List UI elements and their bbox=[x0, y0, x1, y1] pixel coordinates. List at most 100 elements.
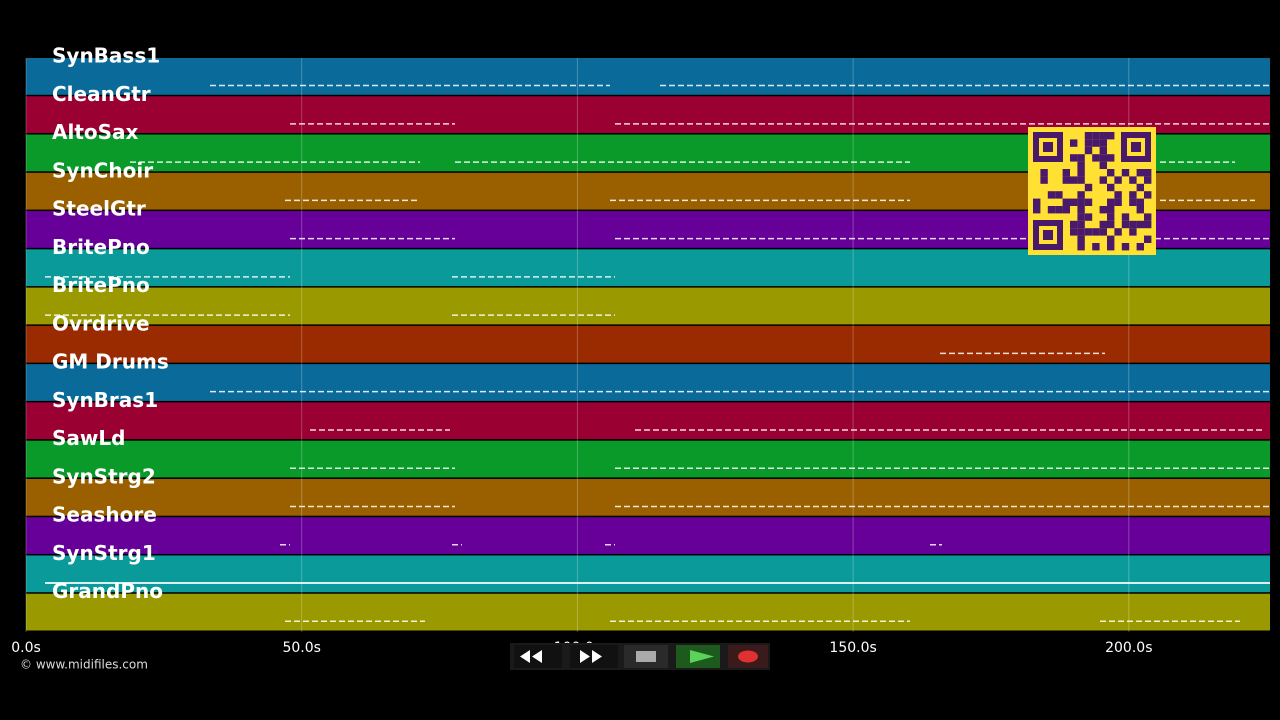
qr-module bbox=[1070, 139, 1078, 147]
qr-code bbox=[1028, 127, 1156, 255]
track-row bbox=[26, 555, 1270, 593]
qr-module bbox=[1077, 235, 1085, 243]
qr-module bbox=[1077, 243, 1085, 251]
qr-module bbox=[1099, 228, 1107, 236]
rewind-button[interactable] bbox=[514, 645, 562, 668]
qr-module bbox=[1121, 220, 1130, 229]
qr-module bbox=[1084, 146, 1093, 155]
qr-module bbox=[1084, 198, 1093, 206]
track-label: CleanGtr bbox=[52, 82, 151, 106]
time-tick-label: 0.0s bbox=[11, 640, 41, 656]
qr-module bbox=[1077, 198, 1085, 206]
copyright: © www.midifiles.com bbox=[20, 658, 148, 672]
qr-module bbox=[1114, 198, 1122, 206]
qr-module bbox=[1144, 176, 1152, 184]
qr-module bbox=[1077, 206, 1085, 214]
qr-module bbox=[1062, 206, 1070, 214]
play-button[interactable] bbox=[676, 645, 720, 668]
qr-module bbox=[1121, 213, 1130, 221]
qr-module bbox=[1107, 169, 1115, 177]
qr-module bbox=[1099, 220, 1107, 229]
qr-module bbox=[1107, 132, 1115, 140]
qr-module bbox=[1136, 206, 1144, 214]
qr-module bbox=[1070, 228, 1078, 236]
track-label: GM Drums bbox=[52, 350, 169, 374]
qr-module bbox=[1144, 213, 1152, 221]
qr-module bbox=[1040, 176, 1048, 184]
qr-module bbox=[1114, 191, 1122, 199]
qr-module bbox=[1129, 228, 1137, 236]
qr-module bbox=[1136, 243, 1144, 251]
forward-button[interactable] bbox=[570, 645, 618, 668]
qr-module bbox=[1144, 191, 1152, 199]
track-row bbox=[26, 364, 1270, 401]
track-label: Seashore bbox=[52, 503, 157, 527]
qr-module bbox=[1077, 228, 1085, 236]
track-row bbox=[26, 517, 1270, 554]
qr-module bbox=[1084, 139, 1093, 147]
track-row bbox=[26, 593, 1270, 631]
qr-module bbox=[1107, 183, 1115, 192]
qr-module bbox=[1047, 191, 1056, 199]
qr-module bbox=[1062, 176, 1070, 184]
qr-module bbox=[1107, 220, 1115, 229]
qr-module bbox=[1107, 213, 1115, 221]
qr-module bbox=[1136, 220, 1144, 229]
qr-module bbox=[1070, 198, 1078, 206]
qr-module bbox=[1070, 154, 1078, 162]
qr-module bbox=[1055, 206, 1063, 214]
qr-module bbox=[1055, 191, 1063, 199]
qr-module bbox=[1129, 191, 1137, 199]
qr-finders bbox=[1033, 132, 1151, 250]
qr-module bbox=[1033, 198, 1041, 206]
qr-module bbox=[1084, 213, 1093, 221]
qr-module bbox=[1107, 235, 1115, 243]
note-layer bbox=[45, 84, 1270, 623]
qr-module bbox=[1114, 228, 1122, 236]
qr-module bbox=[1129, 176, 1137, 184]
qr-module bbox=[1099, 161, 1107, 169]
qr-module bbox=[1092, 154, 1100, 162]
qr-module bbox=[1077, 169, 1085, 177]
track-labels: SynBass1 CleanGtr AltoSax SynChoir SteelGtr B… bbox=[52, 44, 169, 604]
qr-module bbox=[1114, 176, 1122, 184]
record-button[interactable] bbox=[728, 645, 768, 668]
qr-module bbox=[1077, 176, 1085, 184]
track-label: GrandPno bbox=[52, 579, 163, 603]
track-label: BritePno bbox=[52, 235, 150, 259]
qr-module bbox=[1136, 183, 1144, 192]
qr-module bbox=[1040, 169, 1048, 177]
qr-module bbox=[1144, 220, 1152, 229]
track-row bbox=[26, 440, 1270, 478]
qr-module bbox=[1092, 243, 1100, 251]
qr-module bbox=[1062, 198, 1070, 206]
qr-module bbox=[1136, 198, 1144, 206]
qr-module bbox=[1077, 220, 1085, 229]
track-label: SawLd bbox=[52, 426, 125, 450]
time-tick-label: 200.0s bbox=[1105, 640, 1152, 656]
qr-module bbox=[1099, 146, 1107, 155]
qr-module bbox=[1107, 243, 1115, 251]
qr-module bbox=[1107, 154, 1115, 162]
qr-module bbox=[1099, 206, 1107, 214]
qr-module bbox=[1077, 161, 1085, 169]
qr-module bbox=[1092, 228, 1100, 236]
qr-module bbox=[1033, 206, 1041, 214]
track-label: SynChoir bbox=[52, 158, 153, 182]
qr-module bbox=[1099, 154, 1107, 162]
track-row bbox=[26, 287, 1270, 325]
qr-modules bbox=[1033, 132, 1152, 251]
qr-module bbox=[1144, 169, 1152, 177]
stop-button[interactable] bbox=[624, 645, 668, 668]
qr-module bbox=[1099, 139, 1107, 147]
track-row bbox=[26, 478, 1270, 516]
track-label: SynBras1 bbox=[52, 388, 158, 412]
track-label: SynStrg2 bbox=[52, 464, 156, 488]
qr-module bbox=[1129, 220, 1137, 229]
qr-module bbox=[1107, 206, 1115, 214]
qr-module bbox=[1092, 132, 1100, 140]
transport-controls bbox=[510, 643, 770, 670]
qr-module bbox=[1084, 228, 1093, 236]
qr-module bbox=[1092, 139, 1100, 147]
